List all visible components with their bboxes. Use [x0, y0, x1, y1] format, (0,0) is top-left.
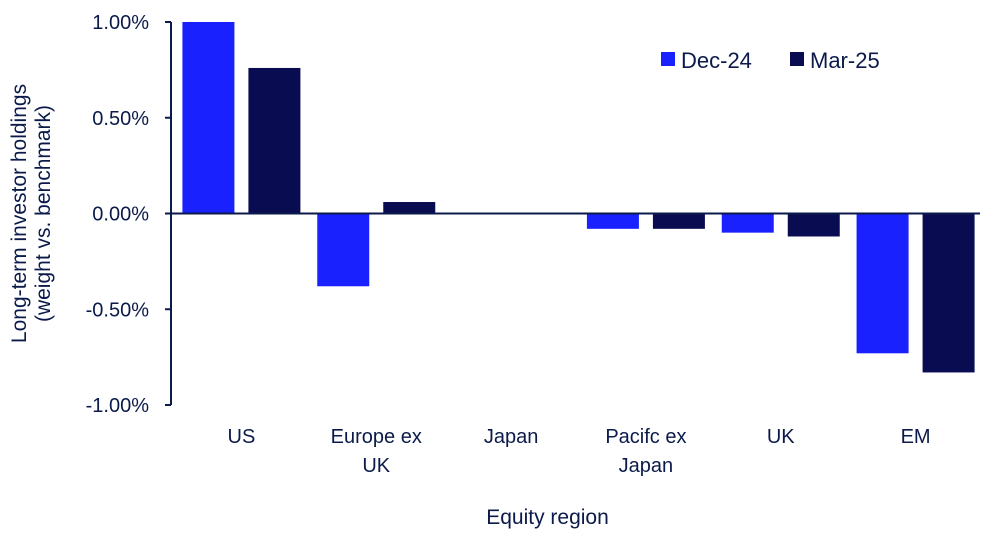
- x-category-label: Japan: [484, 426, 539, 448]
- x-category-label: UK: [767, 426, 795, 448]
- y-axis-title: Long-term investor holdings (weight vs. b…: [8, 84, 55, 343]
- y-tick-label: 0.50%: [92, 108, 149, 130]
- x-axis-title: Equity region: [486, 506, 609, 529]
- x-category-label: Pacifc ex: [605, 426, 686, 448]
- x-category-label: Europe ex: [331, 426, 422, 448]
- y-axis-title-line: Long-term investor holdings: [8, 84, 31, 343]
- legend-label: Dec-24: [681, 48, 752, 73]
- bar-dec-24: [317, 213, 370, 287]
- x-category-label: EM: [901, 426, 931, 448]
- bar-dec-24: [182, 22, 235, 214]
- bar-mar-25: [652, 213, 705, 229]
- y-tick-label: -1.00%: [86, 395, 150, 417]
- legend-swatch-dec-24: [661, 52, 675, 66]
- bar-dec-24: [721, 213, 774, 233]
- y-tick-label: -0.50%: [86, 299, 150, 321]
- legend-label: Mar-25: [810, 48, 880, 73]
- x-category-label: Japan: [619, 455, 674, 477]
- x-category-label: UK: [362, 455, 390, 477]
- bar-dec-24: [586, 213, 639, 229]
- y-axis-ticks: 1.00% 0.50% 0.00% -0.50% -1.00%: [86, 12, 171, 417]
- x-axis-category-labels: US Europe ex UK Japan Pacifc ex Japan UK EM: [228, 426, 931, 477]
- x-category-label: US: [228, 426, 256, 448]
- y-tick-label: 1.00%: [92, 12, 149, 34]
- bars: [182, 22, 975, 373]
- legend-swatch-mar-25: [790, 52, 804, 66]
- bar-dec-24: [856, 213, 909, 354]
- bar-mar-25: [787, 213, 840, 237]
- legend: Dec-24 Mar-25: [661, 48, 880, 73]
- bar-mar-25: [922, 213, 975, 373]
- y-tick-label: 0.00%: [92, 204, 149, 226]
- y-axis-title-line: (weight vs. benchmark): [32, 105, 55, 322]
- bar-mar-25: [248, 67, 301, 214]
- bar-mar-25: [383, 202, 436, 214]
